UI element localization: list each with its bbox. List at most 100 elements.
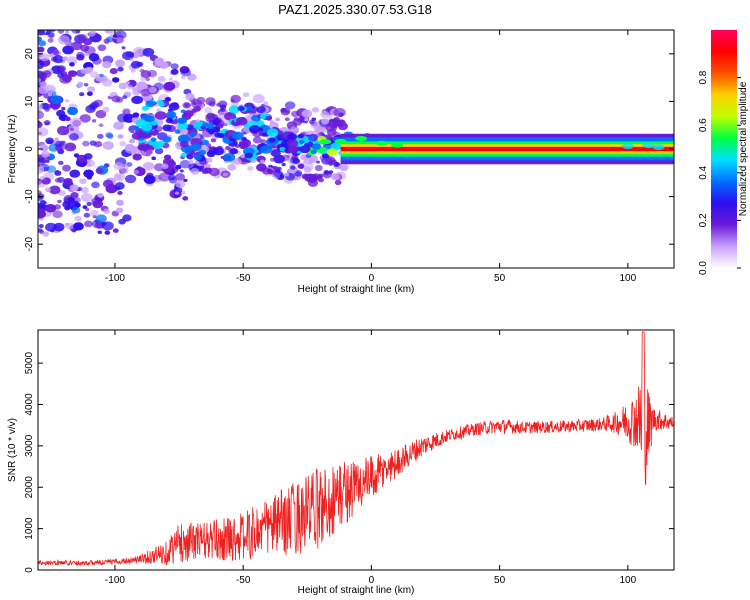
- spectrogram-blob: [311, 107, 320, 113]
- snr-series-line: [38, 331, 674, 567]
- spectrogram-blob: [95, 109, 107, 119]
- spectrogram-blob: [90, 0, 100, 4]
- spectrogram-blob: [84, 46, 96, 56]
- spectrogram-blob: [89, 209, 99, 217]
- spectrogram-blob: [119, 140, 127, 147]
- spectrogram-blob: [53, 222, 65, 232]
- spectrogram-blob: [83, 82, 89, 87]
- spectrogram-blob: [330, 173, 340, 181]
- spectrogram-blob: [41, 3, 51, 10]
- spectrogram-blob: [61, 106, 66, 111]
- spectrogram-blob: [46, 22, 51, 26]
- spectrogram-blob: [89, 71, 99, 78]
- spectrogram-blob: [54, 177, 62, 183]
- spectrogram-blob: [102, 179, 114, 188]
- spectrogram-blob: [292, 158, 301, 164]
- spectrogram-ridge-blob: [259, 145, 272, 154]
- spectrogram-blob: [303, 162, 314, 171]
- spectrogram-blob: [45, 137, 54, 145]
- spectrogram-ridge-blob: [211, 126, 221, 133]
- spectrogram-blob: [175, 180, 186, 189]
- spectrogram-blob: [47, 38, 54, 43]
- spectrogram-blob: [38, 30, 45, 36]
- spectrogram-blob: [64, 222, 70, 227]
- spectrogram-blob: [58, 66, 65, 72]
- spectrogram-blob: [42, 231, 50, 237]
- spectrogram-blob: [38, 224, 44, 229]
- spectrogram-blob: [125, 81, 130, 85]
- spectrogram-blob: [252, 93, 265, 104]
- spectrogram-ytick-label: 10: [24, 95, 35, 107]
- spectrogram-blob: [36, 24, 44, 30]
- spectrogram-ridge-blob: [235, 117, 248, 126]
- colorbar-gradient: [711, 30, 737, 268]
- spectrogram-blob: [91, 181, 100, 189]
- spectrogram-blob: [34, 3, 43, 10]
- colorbar-tick-label: 0.2: [698, 213, 709, 227]
- spectrogram-blob: [328, 170, 334, 174]
- spectrogram-blob: [47, 92, 53, 97]
- spectrogram-blob: [126, 51, 135, 58]
- spectrogram-blob: [307, 174, 319, 183]
- spectrogram-blob: [44, 24, 50, 29]
- spectrogram-blob: [89, 5, 96, 11]
- spectrogram-blob: [56, 0, 66, 3]
- spectrogram-blob: [170, 68, 179, 75]
- spectrogram-blob: [117, 134, 124, 139]
- spectrogram-blob: [39, 81, 48, 88]
- spectrogram-blob: [45, 15, 56, 24]
- spectrogram-blob: [242, 131, 247, 135]
- spectrogram-blob: [118, 8, 127, 15]
- spectrogram-blob: [115, 59, 125, 68]
- colorbar-label: Normalized spectral amplitude: [738, 81, 749, 216]
- spectrogram-blob: [69, 133, 79, 141]
- colorbar: 0.0 0.2 0.4 0.6 0.8 Normalized spectral ampl…: [698, 30, 749, 275]
- spectrogram-blob: [320, 110, 330, 118]
- spectrogram-blob: [38, 46, 45, 53]
- spectrogram-blob: [333, 107, 346, 118]
- spectrogram-blob: [86, 201, 92, 207]
- spectrogram-blob: [57, 199, 62, 204]
- spectrogram-blob: [136, 81, 148, 90]
- spectrogram-ridge-blob: [178, 135, 191, 144]
- snr-xtick-label: -50: [236, 575, 251, 586]
- spectrogram-xlabel: Height of straight line (km): [298, 284, 415, 295]
- spectrogram-blob: [79, 178, 87, 185]
- spectrogram-ytick-label: 20: [24, 48, 35, 60]
- spectrogram-blob: [76, 51, 85, 59]
- spectrogram-blob: [122, 214, 132, 222]
- spectrogram-blob: [182, 196, 189, 201]
- spectrogram-xtick-label: -50: [236, 273, 251, 284]
- spectrogram-blob: [334, 179, 342, 186]
- snr-xtick-label: 100: [619, 575, 636, 586]
- spectrogram-blob: [88, 53, 100, 62]
- spectrogram-blob: [157, 76, 166, 83]
- spectrogram-ridge-blob: [265, 115, 273, 121]
- spectrogram-blob: [56, 125, 70, 136]
- spectrogram-ridge-blob: [307, 135, 315, 141]
- spectrogram-blob: [145, 77, 150, 82]
- carrier-wiggle: [334, 138, 347, 144]
- spectrogram-ridge-blob: [168, 102, 180, 111]
- spectrogram-blob: [79, 92, 85, 97]
- spectrogram-ridge-blob: [249, 125, 261, 134]
- spectrogram-ridge-blob: [229, 148, 239, 155]
- spectrogram-blob: [56, 109, 66, 117]
- spectrogram-blob: [183, 178, 188, 183]
- spectrogram-ridge-blob: [224, 111, 237, 121]
- spectrogram-blob: [227, 164, 237, 171]
- spectrogram-blob: [148, 86, 158, 94]
- spectrogram-blob: [50, 16, 62, 25]
- spectrogram-blob: [122, 0, 128, 4]
- spectrogram-blob: [38, 121, 41, 126]
- spectrogram-blob: [179, 169, 184, 173]
- spectrogram-blob: [52, 49, 60, 56]
- spectrogram-blob: [97, 192, 104, 198]
- spectrogram-blob: [74, 0, 85, 8]
- spectrogram-blob: [54, 137, 59, 141]
- snr-ytick-label: 1000: [24, 517, 35, 540]
- spectrogram-blob: [316, 160, 320, 164]
- spectrogram-blob: [98, 123, 104, 128]
- spectrogram-blob: [38, 127, 49, 137]
- spectrogram-blob: [260, 167, 267, 172]
